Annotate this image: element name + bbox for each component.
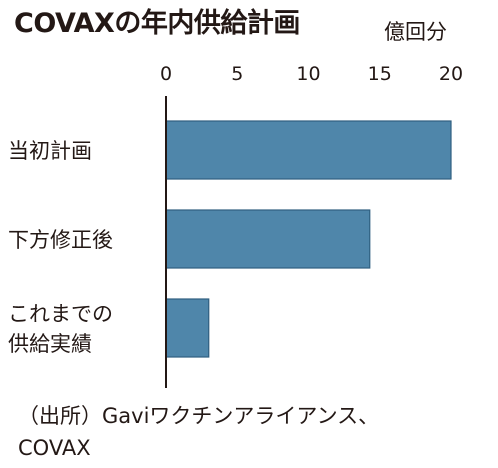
bar — [165, 209, 371, 269]
chart-title: COVAXの年内供給計画 — [14, 8, 300, 39]
category-label: 当初計画 — [8, 139, 92, 163]
category-label: 供給実績 — [8, 332, 92, 356]
category-label: 下方修正後 — [8, 228, 113, 252]
x-tick-label: 5 — [231, 63, 243, 85]
x-tick-label: 15 — [368, 63, 392, 85]
source-note: （出所）Gaviワクチンアライアンス、 COVAX — [18, 400, 379, 464]
x-tick-label: 10 — [296, 63, 320, 85]
x-tick-label: 0 — [160, 63, 172, 85]
source-line-2: COVAX — [18, 436, 91, 460]
x-tick-label: 20 — [439, 63, 463, 85]
bar — [165, 120, 452, 180]
bar — [165, 298, 210, 358]
unit-label: 億回分 — [384, 20, 447, 44]
source-line-1: （出所）Gaviワクチンアライアンス、 — [18, 404, 380, 428]
category-label: これまでの — [8, 302, 113, 326]
